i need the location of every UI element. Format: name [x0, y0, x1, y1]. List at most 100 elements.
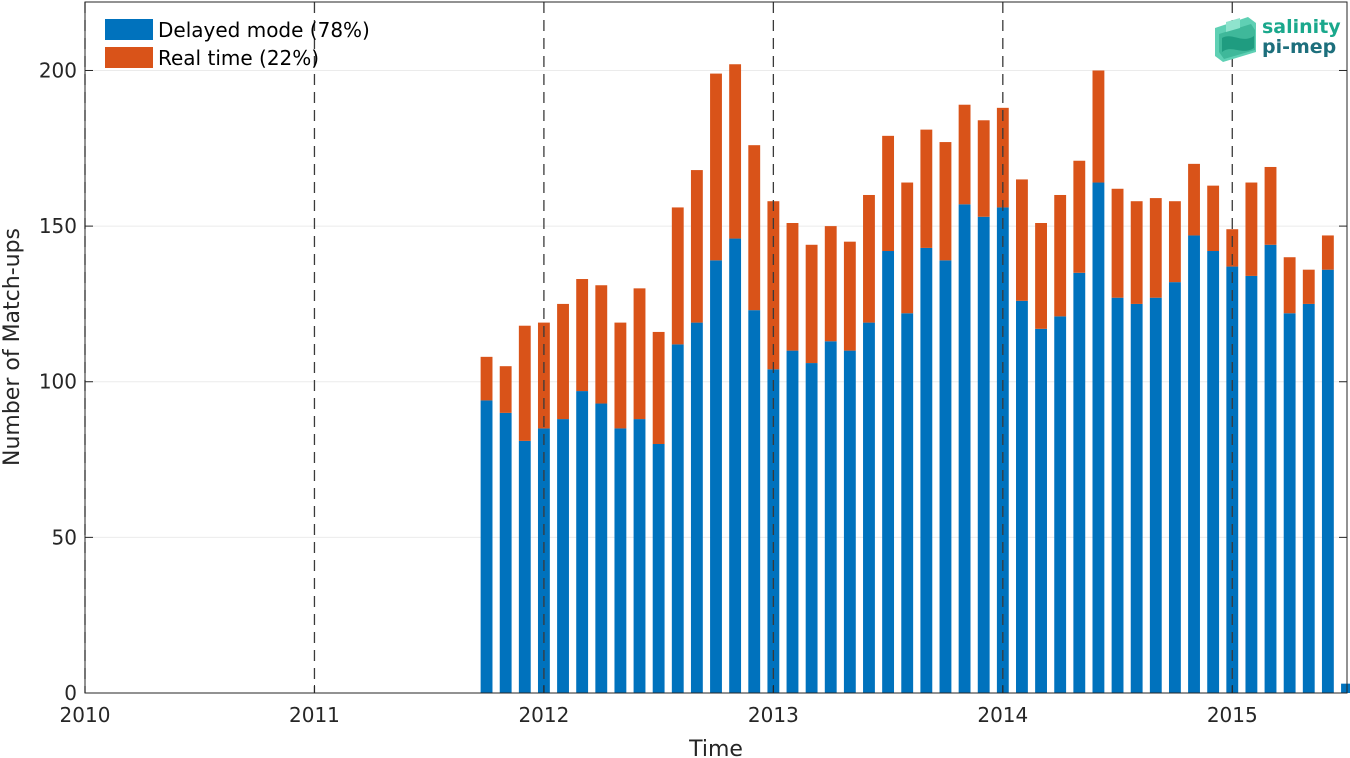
bar-realtime-2013-06 — [863, 194, 875, 323]
bar-delayed-2014-09 — [1149, 297, 1162, 693]
bar-realtime-2012-06 — [633, 288, 646, 420]
bar-realtime-2012-01 — [537, 322, 550, 429]
bar-realtime-2015-01 — [1226, 229, 1239, 267]
x-tick-label-2011: 2011 — [289, 703, 340, 727]
bar-delayed-2013-10 — [939, 260, 952, 693]
bar-realtime-2013-10 — [939, 142, 952, 261]
bar-realtime-2012-12 — [748, 145, 761, 311]
bar-delayed-2012-06 — [633, 419, 646, 693]
bar-realtime-2012-08 — [671, 207, 684, 345]
bar-realtime-2012-04 — [595, 285, 608, 404]
bar-delayed-2012-07 — [652, 443, 665, 693]
legend-label-realtime: Real time (22%) — [158, 46, 319, 70]
bar-delayed-2012-04 — [595, 403, 608, 693]
y-tick-label-200: 200 — [39, 58, 77, 82]
bar-delayed-2015-06 — [1321, 269, 1334, 693]
bar-delayed-2013-05 — [843, 350, 856, 693]
bar-delayed-2014-08 — [1130, 303, 1143, 693]
x-tick-label-2010: 2010 — [60, 703, 111, 727]
x-tick-labels: 2010 2011 2012 2013 2014 2015 — [60, 685, 1258, 727]
bar-realtime-2014-03 — [1035, 223, 1047, 329]
bar-realtime-2013-05 — [843, 241, 856, 351]
bar-realtime-2014-01 — [996, 107, 1009, 208]
bar-delayed-2012-02 — [557, 419, 569, 693]
bar-delayed-2012-10 — [710, 260, 722, 693]
bar-realtime-2015-04 — [1283, 257, 1296, 314]
bar-delayed-2014-06 — [1092, 182, 1105, 693]
x-tick-label-2013: 2013 — [748, 703, 799, 727]
bar-realtime-2012-02 — [557, 303, 569, 420]
bar-realtime-2013-01 — [767, 201, 780, 370]
y-tick-label-0: 0 — [64, 681, 77, 705]
bar-realtime-2012-03 — [576, 279, 589, 392]
bar-delayed-2014-01 — [996, 207, 1009, 693]
bar-delayed-2014-03 — [1035, 328, 1047, 693]
bar-realtime-2012-11 — [729, 64, 742, 239]
logo-text-line2: pi-mep — [1262, 36, 1336, 58]
bar-realtime-2012-09 — [690, 170, 703, 323]
bar-realtime-2014-10 — [1168, 201, 1181, 283]
legend: Delayed mode (78%) Real time (22%) — [105, 18, 370, 70]
bar-realtime-2015-03 — [1264, 166, 1277, 245]
bar-delayed-2014-12 — [1207, 251, 1220, 693]
bar-delayed-2012-08 — [671, 344, 684, 693]
y-tick-label-50: 50 — [52, 525, 77, 549]
bar-delayed-2011-11 — [499, 412, 512, 693]
y-tick-labels: 0 50 100 150 200 — [39, 58, 1347, 705]
legend-swatch-delayed — [105, 19, 153, 40]
bar-realtime-2015-05 — [1302, 269, 1315, 304]
bar-realtime-2014-12 — [1207, 185, 1220, 251]
x-tick-label-2014: 2014 — [977, 703, 1028, 727]
bar-delayed-2014-11 — [1188, 235, 1200, 693]
bar-delayed-2014-04 — [1054, 316, 1067, 693]
bar-realtime-2011-12 — [518, 325, 531, 441]
bar-delayed-2015-05 — [1302, 303, 1315, 693]
bar-delayed-2013-04 — [824, 341, 837, 693]
bar-realtime-2014-06 — [1092, 70, 1105, 183]
bar-delayed-2015-07 — [1341, 683, 1350, 693]
x-tick-label-2012: 2012 — [518, 703, 569, 727]
bar-realtime-2015-06 — [1321, 235, 1334, 270]
bar-realtime-2013-11 — [958, 104, 971, 205]
bar-delayed-2012-11 — [729, 238, 742, 693]
bar-delayed-2013-08 — [901, 313, 914, 693]
bar-realtime-2013-09 — [920, 129, 933, 248]
bar-delayed-2015-02 — [1245, 275, 1258, 693]
bar-realtime-2013-04 — [824, 226, 837, 342]
bar-delayed-2013-09 — [920, 247, 933, 693]
bar-delayed-2013-12 — [977, 216, 990, 693]
bar-delayed-2012-12 — [748, 310, 761, 693]
bar-delayed-2011-10 — [480, 400, 493, 693]
bar-realtime-2014-05 — [1073, 160, 1086, 273]
bar-realtime-2013-07 — [882, 135, 895, 252]
bar-realtime-2012-07 — [652, 331, 665, 444]
bar-realtime-2014-07 — [1111, 188, 1124, 298]
bar-delayed-2014-10 — [1168, 282, 1181, 693]
bar-realtime-2011-10 — [480, 356, 493, 401]
bar-delayed-2014-02 — [1016, 300, 1028, 693]
bar-realtime-2011-11 — [499, 366, 512, 413]
bar-realtime-2014-04 — [1054, 194, 1067, 317]
y-tick-label-150: 150 — [39, 214, 77, 238]
bar-delayed-2013-03 — [805, 363, 818, 693]
bar-realtime-2014-09 — [1149, 198, 1162, 298]
bar-delayed-2011-12 — [518, 440, 531, 693]
bar-delayed-2014-07 — [1111, 297, 1124, 693]
bar-delayed-2015-04 — [1283, 313, 1296, 693]
y-axis-title: Number of Match-ups — [0, 228, 25, 466]
bar-delayed-2012-05 — [614, 428, 627, 693]
bar-delayed-2014-05 — [1073, 272, 1086, 693]
bar-delayed-2013-11 — [958, 204, 971, 693]
bars — [480, 64, 1350, 693]
bar-delayed-2015-03 — [1264, 244, 1277, 693]
x-tick-label-2015: 2015 — [1207, 703, 1258, 727]
bar-delayed-2013-07 — [882, 251, 895, 693]
bar-realtime-2014-02 — [1016, 179, 1028, 301]
bar-delayed-2012-09 — [690, 322, 703, 693]
bar-realtime-2013-12 — [977, 120, 990, 217]
bar-delayed-2013-02 — [786, 350, 799, 693]
bar-realtime-2015-02 — [1245, 182, 1258, 276]
legend-swatch-realtime — [105, 47, 153, 68]
